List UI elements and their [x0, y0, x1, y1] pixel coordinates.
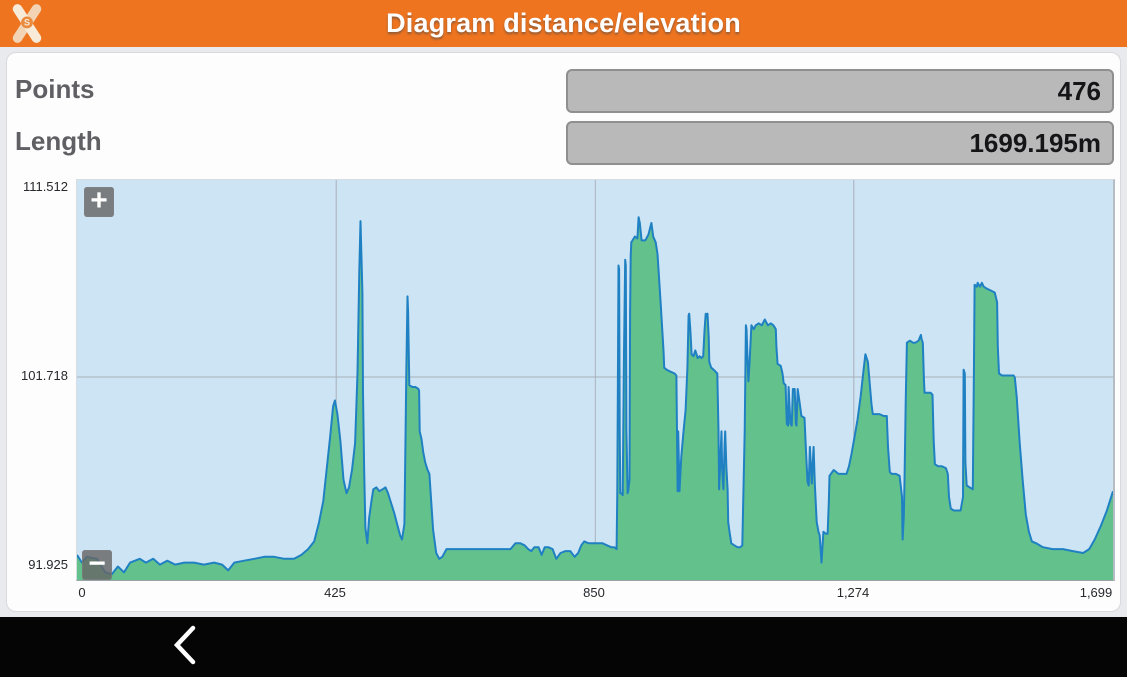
elevation-area-fill: [77, 217, 1113, 580]
x-tick-label: 1,274: [836, 585, 870, 600]
y-tick-label: 101.718: [21, 368, 68, 383]
length-value-field: 1699.195m: [566, 121, 1114, 165]
x-tick-label: 0: [78, 585, 86, 600]
chevron-left-icon: [170, 623, 200, 672]
zoom-in-button[interactable]: +: [84, 186, 114, 217]
navigation-bar: [0, 617, 1127, 677]
back-button[interactable]: [160, 622, 210, 672]
svg-text:S: S: [24, 18, 30, 28]
length-label: Length: [15, 125, 102, 156]
x-app-logo-icon: S: [8, 4, 46, 43]
page-title: Diagram distance/elevation: [386, 8, 741, 38]
elevation-chart-svg: [77, 180, 1113, 580]
plot-area[interactable]: + −: [76, 179, 1115, 581]
points-value-field: 476: [566, 69, 1114, 113]
y-tick-label: 91.925: [28, 557, 68, 572]
x-tick-label: 850: [583, 585, 605, 600]
x-tick-label: 425: [324, 585, 346, 600]
y-tick-label: 111.512: [22, 179, 68, 194]
zoom-out-button[interactable]: −: [82, 549, 112, 580]
elevation-line: [77, 216, 1113, 576]
x-tick-label: 1,699: [1079, 585, 1113, 600]
points-label: Points: [15, 73, 95, 104]
title-bar: S Diagram distance/elevation: [0, 0, 1127, 47]
content-card: Points 476 Length 1699.195m + − 111.512 1…: [6, 52, 1121, 612]
